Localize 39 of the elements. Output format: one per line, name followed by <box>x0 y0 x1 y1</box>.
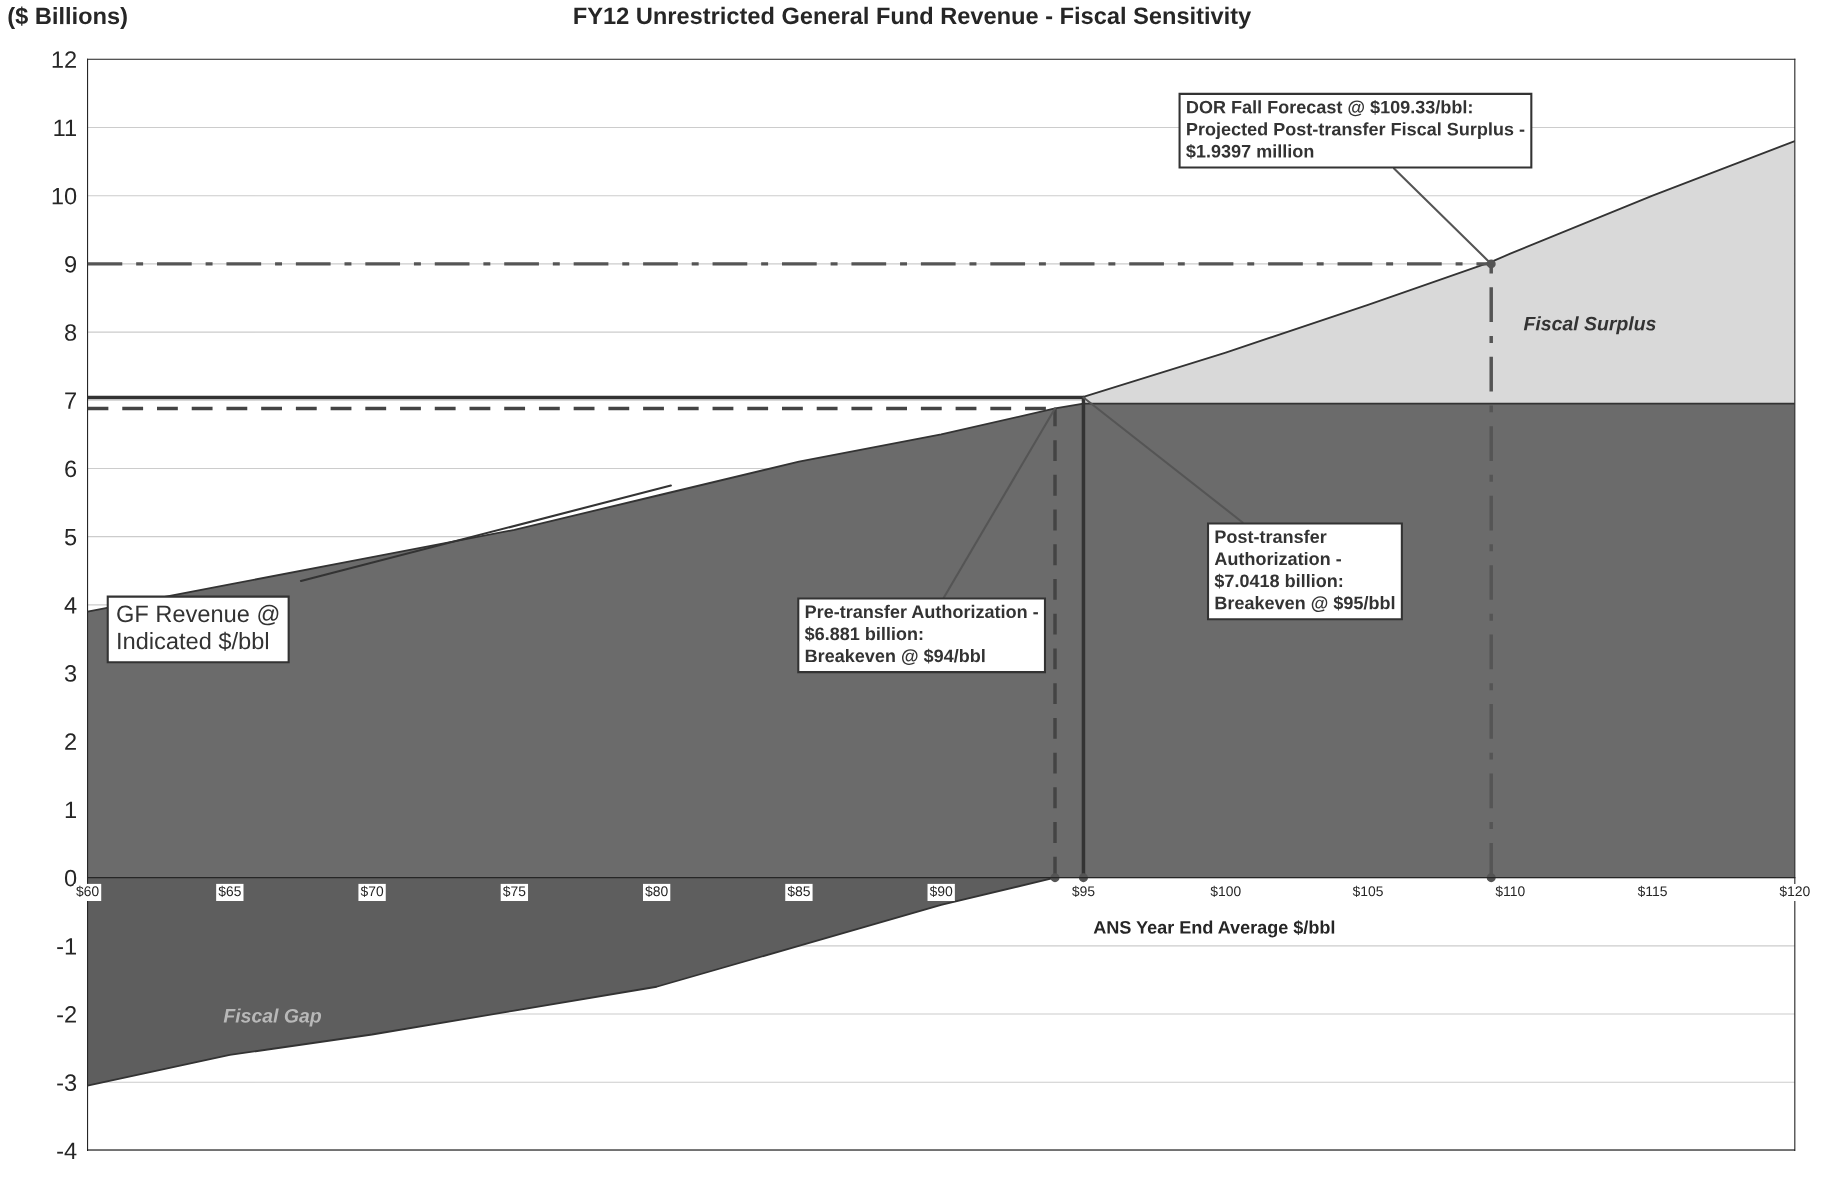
y-tick-label: 10 <box>52 187 77 205</box>
x-axis-title: ANS Year End Average $/bbl <box>1093 920 1335 938</box>
x-tick-label: $65 <box>218 885 241 897</box>
y-tick-label: 3 <box>64 665 77 682</box>
y-tick-label: 4 <box>64 597 77 614</box>
x-tick-label: $120 <box>1779 885 1810 897</box>
y-axis-title: ($ Billions) <box>8 6 127 29</box>
annotation: Post-transfer Authorization - $7.0418 billion: Breakeven @ $95/bbl <box>1214 529 1395 612</box>
annotation: Fiscal Surplus <box>1523 316 1656 335</box>
y-tick-label: 11 <box>54 119 76 137</box>
x-tick-label: $110 <box>1495 885 1525 897</box>
y-tick-label: 12 <box>52 51 76 68</box>
x-tick-label: $95 <box>1072 885 1095 897</box>
y-tick-label: 5 <box>64 528 77 546</box>
y-tick-label: 7 <box>65 392 76 409</box>
x-tick-label: $80 <box>645 885 668 897</box>
chart-title: FY12 Unrestricted General Fund Revenue - Fiscal Sensitivity <box>574 6 1252 29</box>
y-tick-label: 1 <box>65 801 76 818</box>
annotation: DOR Fall Forecast @ $109.33/bbl: Projected Post-transfer Fiscal Surplus - $1.9397 million <box>1186 99 1525 159</box>
x-tick-label: $115 <box>1637 885 1667 897</box>
y-tick-label: -2 <box>57 1006 76 1023</box>
y-tick-label: 0 <box>64 869 77 887</box>
y-tick-label: 9 <box>65 255 77 273</box>
x-tick-label: $70 <box>360 885 384 897</box>
x-tick-label: $90 <box>929 885 953 897</box>
x-tick-label: $85 <box>787 885 810 897</box>
x-tick-label: $105 <box>1352 885 1383 897</box>
y-tick-label: -3 <box>57 1074 77 1092</box>
annotation: Pre-transfer Authorization - $6.881 billion: Breakeven @ $94/bbl <box>804 604 1038 665</box>
x-tick-label: $60 <box>76 885 99 897</box>
x-tick-label: $100 <box>1210 885 1241 897</box>
annotation: Fiscal Gap <box>223 1008 322 1027</box>
y-tick-label: 6 <box>65 460 77 478</box>
y-tick-label: -4 <box>57 1142 77 1159</box>
y-tick-label: 2 <box>65 733 76 750</box>
y-tick-label: -1 <box>57 938 76 955</box>
x-tick-label: $75 <box>502 885 526 897</box>
y-tick-label: 8 <box>65 324 77 341</box>
annotation: GF Revenue @ Indicated $/bbl <box>117 604 279 651</box>
